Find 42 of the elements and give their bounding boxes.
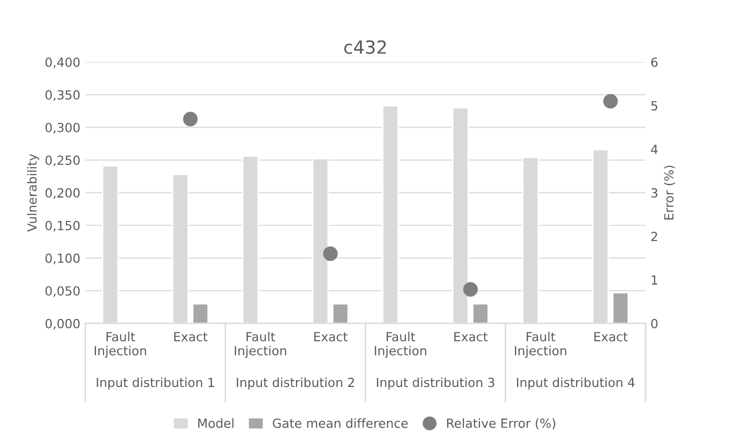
x-tick-label: Exact [174,332,208,342]
legend-label: Relative Error (%) [447,418,556,430]
y-tick-label: 0,250 [46,156,80,166]
x-tick-label: Exact [594,332,628,342]
legend-label: Gate mean difference [272,418,408,428]
y-axis-title: Vulnerability [27,154,40,232]
y2-axis-title: Error (%) [664,166,676,220]
point [183,112,198,126]
y-tick-label: 0,200 [46,188,80,199]
y-tick-label: 0,350 [46,90,80,101]
text: Input distribution 2 [236,377,354,390]
y-tick-label: 0,050 [46,286,80,297]
bar [192,303,209,324]
y2-tick-label: 1 [652,275,658,285]
bar [612,292,629,324]
bar [472,303,489,324]
point [603,94,618,109]
bar [332,303,349,324]
point [323,246,338,261]
y2-tick-label: 4 [651,144,658,154]
y2-tick-label: 6 [651,57,658,67]
x-tick-label: Exact [454,332,488,342]
y2-tick-label: 5 [651,101,658,111]
y-tick-label: 0,100 [46,254,80,264]
y2-tick-label: 3 [651,188,658,198]
y-tick-label: 0,400 [46,57,80,68]
y2-tick-label: 0 [651,318,658,328]
chart-title: c432 [344,40,386,54]
x-tick-label: Fault Injection [374,332,426,358]
text: Input distribution 3 [376,377,494,390]
x-tick-label: Fault Injection [234,332,286,358]
x-tick-label: Fault Injection [514,332,566,358]
text: Input distribution 1 [96,377,214,390]
y-tick-label: 0,300 [46,122,80,134]
x-tick-label: Exact [314,332,348,342]
point [463,282,478,297]
y-tick-label: 0,000 [46,318,80,330]
y-tick-label: 0,150 [46,220,80,232]
x-tick-label: Fault Injection [94,332,146,358]
legend-label: Model [198,418,234,428]
y2-tick-label: 2 [651,232,658,242]
text: Input distribution 4 [516,377,635,390]
